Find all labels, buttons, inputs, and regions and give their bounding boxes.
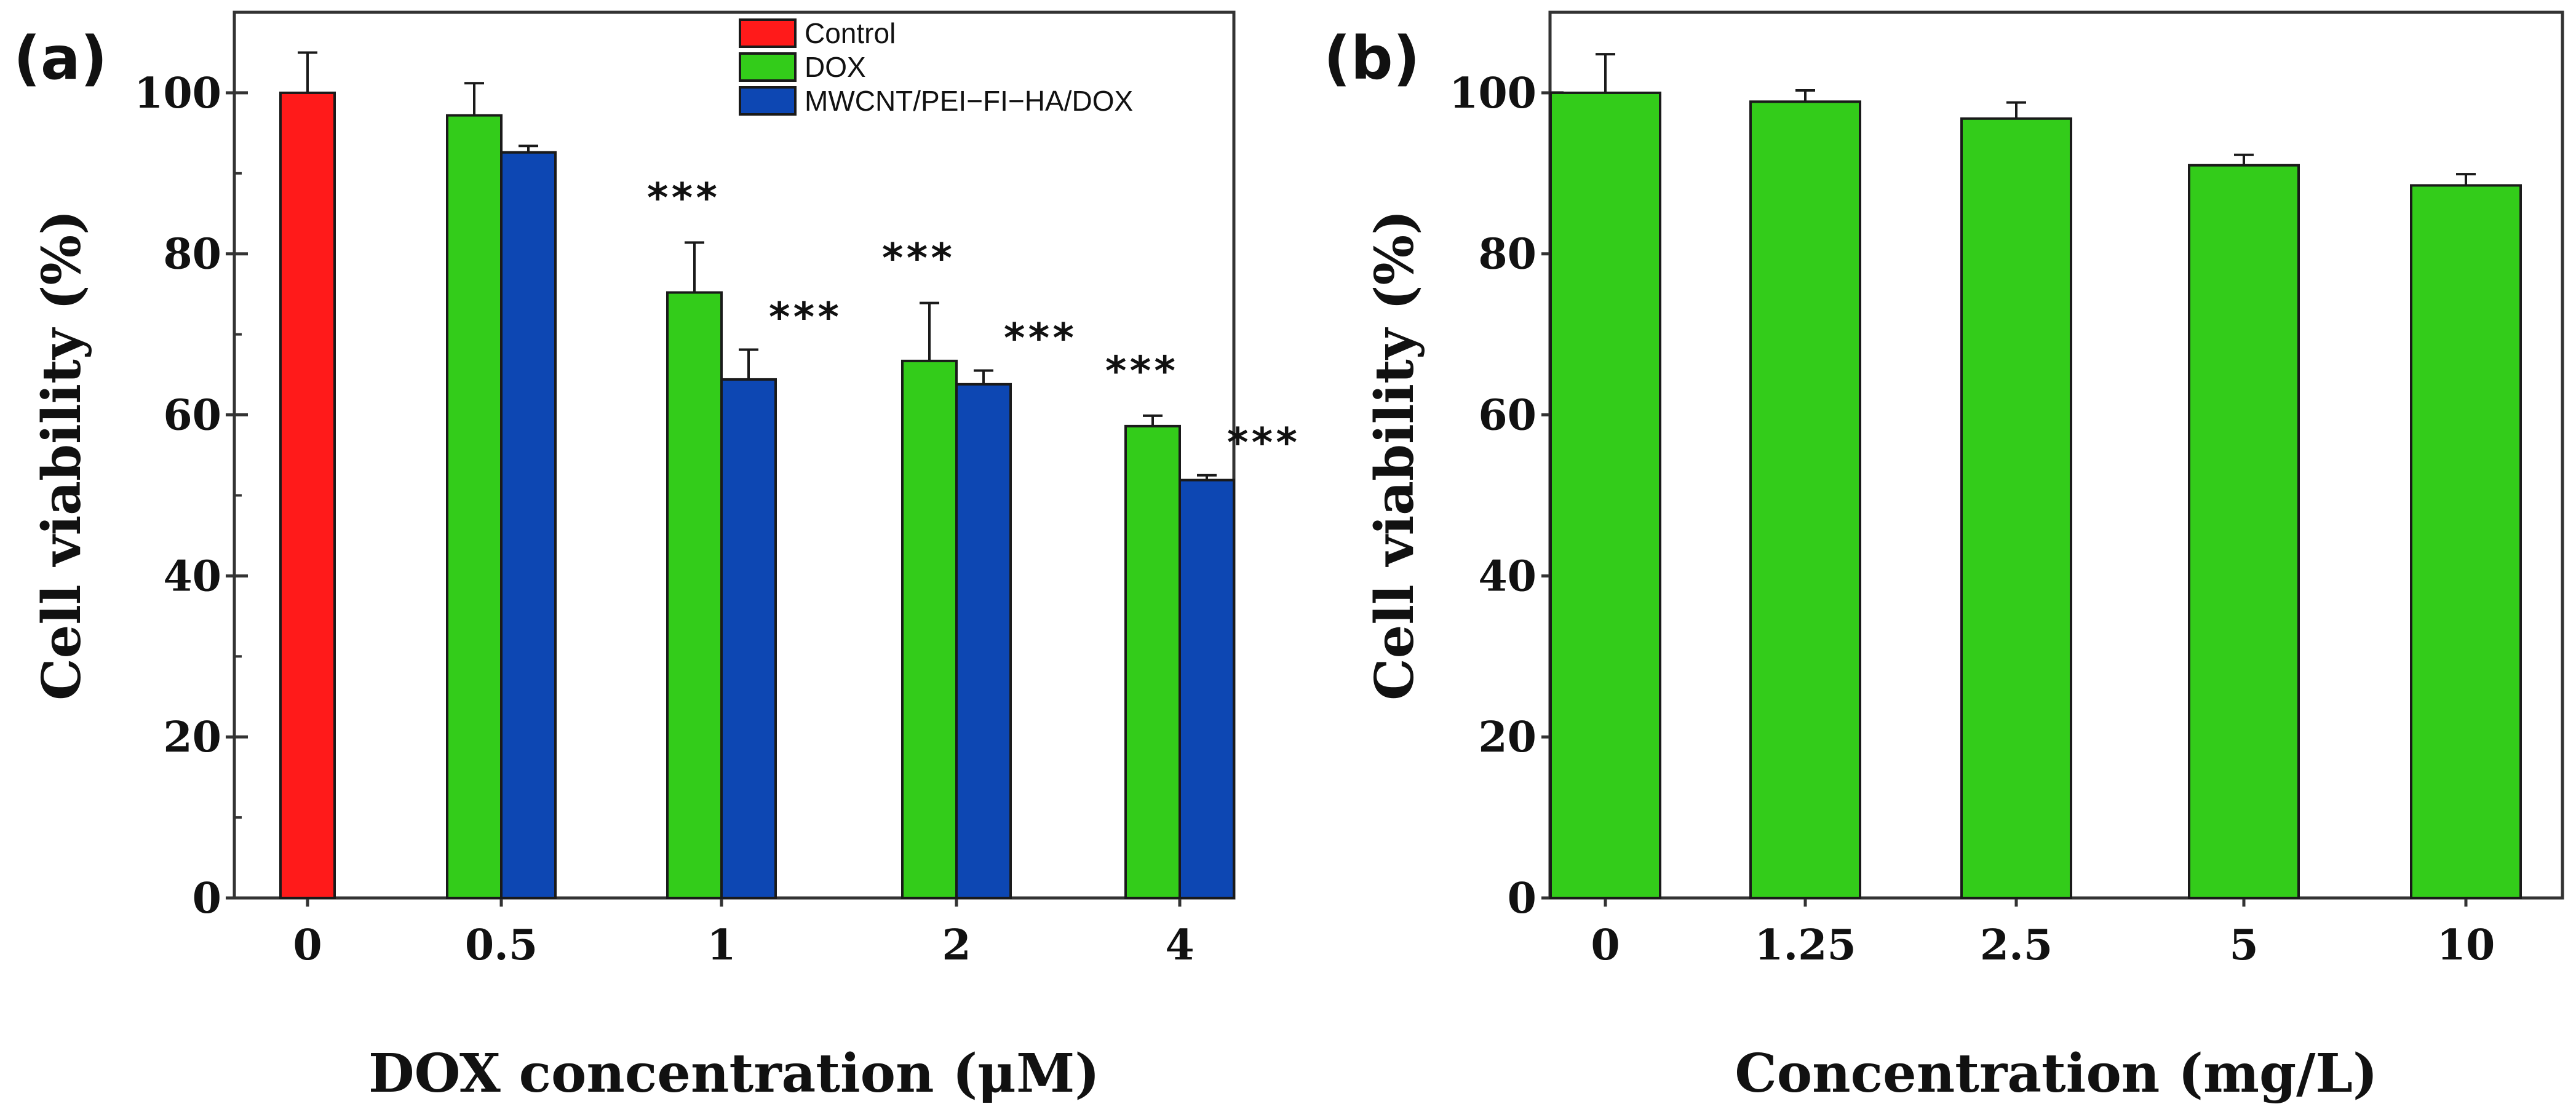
y-axis-title: Cell viability (%) <box>31 210 93 701</box>
bar <box>1124 424 1181 899</box>
y-axis-title: Cell viability (%) <box>1364 210 1426 701</box>
panel-label: (b) <box>1324 24 1420 93</box>
panel-a-chart: (a) 0 20 40 60 80 100 0 0.5 1 2 4 DOX concentration … <box>14 10 1299 1104</box>
y-tick-label: 0 <box>193 874 221 923</box>
significance-label: *** <box>1103 347 1177 395</box>
y-tick-label: 20 <box>163 713 221 762</box>
significance-label: *** <box>880 235 953 282</box>
y-tick-label: 60 <box>163 391 221 440</box>
y-tick-label: 40 <box>1478 552 1536 601</box>
x-axis-title: Concentration (mg/L) <box>1735 1042 2377 1104</box>
panel-b-chart: (b) 0 20 40 60 80 100 0 1.25 2.5 5 10 Concentration … <box>1324 10 2564 1104</box>
y-tick-label: 80 <box>1478 230 1536 279</box>
bar <box>666 291 723 899</box>
legend-swatch <box>739 86 797 116</box>
x-tick-label: 4 <box>1165 921 1194 970</box>
x-axis-title: DOX concentration (μM) <box>368 1042 1100 1104</box>
y-tick-label: 60 <box>1478 391 1536 440</box>
bar <box>279 91 336 900</box>
bar <box>500 151 557 899</box>
x-tick-label: 1 <box>707 921 736 970</box>
bar <box>901 359 958 899</box>
legend-label: Control <box>805 17 896 49</box>
x-tick-label: 10 <box>2437 921 2495 970</box>
y-tick-label: 20 <box>1478 713 1536 762</box>
legend-label: DOX <box>805 51 866 83</box>
x-tick-label: 2 <box>942 921 971 970</box>
bar <box>1549 91 1661 900</box>
y-tick-label: 40 <box>163 552 221 601</box>
legend-label: MWCNT/PEI−FI−HA/DOX <box>805 85 1133 117</box>
bar <box>2188 164 2300 899</box>
bar <box>1749 100 1861 900</box>
bar <box>955 383 1012 899</box>
x-tick-label: 0.5 <box>465 921 538 970</box>
bar <box>1179 479 1235 899</box>
y-tick-label: 100 <box>1449 69 1536 118</box>
x-tick-label: 5 <box>2229 921 2258 970</box>
significance-label: *** <box>767 294 840 341</box>
y-tick-label: 0 <box>1508 874 1536 923</box>
bar <box>720 378 777 899</box>
significance-label: *** <box>645 174 718 221</box>
bar <box>1960 117 2072 899</box>
x-tick-label: 0 <box>293 921 322 970</box>
bar <box>2410 184 2522 899</box>
legend-swatch <box>739 18 797 48</box>
panel-label: (a) <box>14 24 108 93</box>
significance-label: *** <box>1225 419 1298 467</box>
y-tick-label: 80 <box>163 230 221 279</box>
bar <box>446 114 503 900</box>
significance-label: *** <box>1002 315 1075 362</box>
x-tick-label: 1.25 <box>1754 921 1856 970</box>
x-tick-label: 2.5 <box>1980 921 2053 970</box>
x-tick-label: 0 <box>1591 921 1620 970</box>
y-tick-label: 100 <box>134 69 221 118</box>
legend-swatch <box>739 52 797 82</box>
